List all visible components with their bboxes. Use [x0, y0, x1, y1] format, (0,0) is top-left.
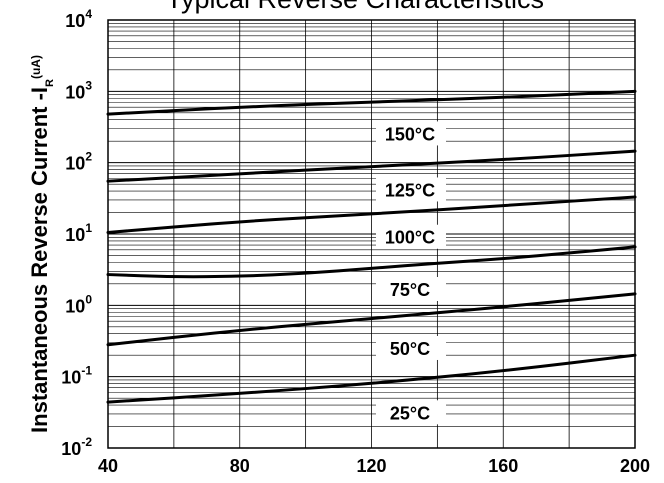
series-line	[106, 292, 637, 347]
y-tick-base: 10	[65, 225, 85, 245]
series-label: 75°C	[390, 280, 430, 300]
series-label-bg	[376, 177, 446, 202]
y-tick-exponent: 0	[85, 292, 92, 306]
y-tick-base: 10	[61, 439, 81, 459]
y-tick-base: 10	[65, 82, 85, 102]
series-label: 150°C	[385, 124, 435, 144]
y-tick-base: 10	[65, 154, 85, 174]
y-axis-label-unit: (uA)	[29, 55, 43, 79]
series-label: 50°C	[390, 339, 430, 359]
series-line	[106, 245, 637, 279]
plot-frame	[107, 19, 636, 449]
series-line	[106, 89, 637, 116]
series-label: 125°C	[385, 180, 435, 200]
series-line	[106, 195, 637, 234]
y-tick-base: 10	[65, 296, 85, 316]
chart-title: Typical Reverse Characteristics	[166, 0, 544, 14]
x-tick-label: 120	[356, 456, 386, 476]
y-tick-label: 104	[65, 7, 92, 31]
y-tick-exponent: 3	[85, 78, 92, 92]
series-line	[106, 149, 637, 183]
series-layer	[106, 89, 637, 404]
x-tick-label: 160	[488, 456, 518, 476]
y-tick-exponent: 1	[85, 221, 92, 235]
y-tick-label: 103	[65, 78, 92, 102]
series-label: 100°C	[385, 228, 435, 248]
y-tick-base: 10	[65, 11, 85, 31]
series-label-bg	[376, 224, 446, 249]
series-label-bg	[376, 335, 446, 360]
x-axis-ticks: 40 80 120 160 200	[98, 456, 650, 476]
y-axis-label: Instantaneous Reverse Current -IR(uA)	[27, 55, 56, 433]
y-tick-label: 100	[65, 292, 92, 316]
series-label-bg	[376, 121, 446, 146]
y-tick-label: 10-1	[61, 364, 92, 388]
y-axis-label-subscript: R	[44, 79, 56, 87]
y-axis-label-main: Instantaneous Reverse Current -I	[27, 87, 52, 433]
series-line	[106, 353, 637, 404]
y-tick-label: 102	[65, 150, 92, 174]
x-tick-label: 80	[230, 456, 250, 476]
y-tick-base: 10	[61, 368, 81, 388]
series-label: 25°C	[390, 403, 430, 423]
series-label-bg	[376, 277, 446, 302]
x-tick-label: 200	[620, 456, 650, 476]
x-tick-label: 40	[98, 456, 118, 476]
y-tick-exponent: 2	[85, 150, 92, 164]
series-labels: 150°C 125°C 100°C 75°C 50°C 25°C	[376, 121, 446, 425]
y-tick-label: 101	[65, 221, 92, 245]
series-label-bg	[376, 400, 446, 425]
y-tick-exponent: 4	[85, 7, 92, 21]
y-tick-exponent: -1	[81, 364, 92, 378]
y-tick-exponent: -2	[81, 435, 92, 449]
y-tick-label: 10-2	[61, 435, 92, 459]
